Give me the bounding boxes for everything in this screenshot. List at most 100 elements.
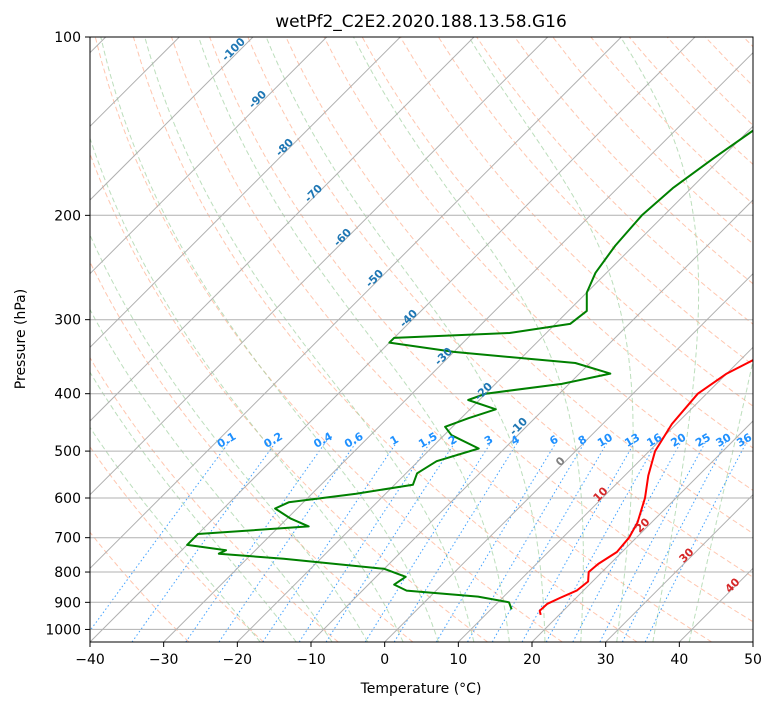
isotherm-label: -90 — [246, 88, 269, 111]
mixing-ratio-label: 20 — [669, 431, 689, 450]
moist-adiabat-line — [144, 37, 475, 642]
dry-adiabat-line — [704, 37, 753, 87]
isotherm-label: -100 — [219, 35, 248, 64]
mixing-ratio-label: 25 — [693, 431, 713, 450]
mixing-ratio-line — [218, 440, 358, 642]
y-tick-label: 900 — [54, 595, 81, 611]
y-tick-label: 700 — [54, 531, 81, 547]
dry-adiabat-line — [94, 37, 563, 642]
x-tick-label: −30 — [149, 652, 179, 668]
moist-adiabat-line — [90, 233, 369, 642]
mixing-ratio-label: 6 — [547, 433, 560, 448]
isotherm-line — [457, 346, 753, 642]
mixing-ratio-label: 0.4 — [311, 430, 335, 451]
isotherm-label: 20 — [633, 515, 653, 535]
y-axis-label: Pressure (hPa) — [13, 289, 29, 389]
mixing-ratio-label: 0.1 — [215, 430, 238, 451]
dry-adiabat-line — [90, 260, 414, 642]
mixing-ratio-label: 3 — [482, 433, 495, 448]
moist-adiabat-line — [468, 37, 634, 642]
mixing-ratio-line — [572, 440, 683, 642]
y-tick-label: 500 — [54, 444, 81, 460]
dry-adiabat-line — [361, 37, 753, 449]
mixing-ratio-line — [545, 440, 659, 642]
mixing-ratio-line — [521, 440, 637, 642]
isotherm-label: -30 — [432, 345, 455, 368]
reference-line-labels: 0.1 0.2 0.4 0.6 1 1.5 2 3 4 6 8 10 13 16 20 25 30 36-100-… — [215, 35, 754, 596]
dry-adiabat-line — [132, 37, 638, 642]
mixing-ratio-line — [90, 440, 231, 632]
dry-adiabat-line — [552, 37, 753, 245]
mixing-ratio-line — [185, 440, 328, 642]
dry-adiabat-line — [476, 37, 753, 325]
moist-adiabat-line — [90, 426, 261, 642]
moist-adiabat-line — [620, 37, 700, 642]
dry-adiabat-line — [247, 37, 753, 578]
moist-adiabat-line — [90, 136, 404, 642]
isotherm-label: -50 — [363, 267, 386, 290]
chart-title: wetPf2_C2E2.2020.188.13.58.G16 — [275, 12, 567, 32]
mixing-ratio-line — [491, 440, 609, 642]
isotherm-line — [236, 125, 753, 642]
y-tick-label: 300 — [54, 313, 81, 329]
isotherm-label: 30 — [677, 545, 697, 565]
x-tick-label: −40 — [75, 652, 105, 668]
isotherm-label: -80 — [273, 136, 296, 159]
isotherm-label: -70 — [302, 182, 325, 205]
isotherm-line — [90, 37, 475, 422]
x-tick-label: 30 — [597, 652, 615, 668]
y-tick-label: 200 — [54, 208, 81, 224]
x-tick-label: −10 — [296, 652, 326, 668]
dry-adiabat-line — [209, 37, 753, 623]
mixing-ratio-label: 36 — [734, 431, 754, 450]
y-tick-label: 800 — [54, 565, 81, 581]
dry-adiabat-line — [171, 37, 712, 642]
x-axis-ticks: −40 −30 −20 −10 0 10 20 30 40 50 — [75, 642, 762, 668]
mixing-ratio-line — [364, 440, 493, 642]
x-tick-label: 40 — [670, 652, 688, 668]
mixing-ratio-line — [644, 440, 748, 642]
dry-adiabat-line — [90, 152, 488, 642]
isotherm-label: 40 — [723, 575, 743, 595]
x-axis-label: Temperature (°C) — [360, 681, 482, 697]
mixing-ratio-label: 0.2 — [262, 430, 285, 451]
x-tick-label: 20 — [523, 652, 541, 668]
x-tick-label: −20 — [223, 652, 253, 668]
isotherm-label: -60 — [331, 226, 354, 249]
dry-adiabat-line — [743, 37, 753, 48]
mixing-ratio-label: 16 — [644, 431, 664, 450]
dry-adiabat-line — [437, 37, 753, 366]
plot-frame — [89, 36, 754, 643]
isotherm-line — [163, 51, 753, 642]
mixing-ratio-line — [435, 440, 558, 642]
pressure-gridlines — [90, 37, 753, 630]
x-tick-label: 10 — [449, 652, 467, 668]
isotherm-line — [752, 641, 753, 642]
isotherm-label: -40 — [397, 307, 420, 330]
isotherm-line — [678, 567, 753, 642]
mixing-ratio-label: 10 — [595, 431, 615, 450]
mixing-ratio-label: 30 — [714, 431, 734, 450]
moist-adiabat-line — [353, 37, 584, 642]
mixing-ratio-label: 0.6 — [342, 430, 366, 451]
plot-area: 0.1 0.2 0.4 0.6 1 1.5 2 3 4 6 8 10 13 16 20 25 30 36-100-… — [90, 35, 754, 642]
mixing-ratio-line — [262, 440, 399, 642]
x-tick-label: 50 — [744, 652, 762, 668]
mixing-ratio-line — [131, 440, 278, 642]
isotherm-line — [90, 37, 254, 201]
isotherm-line — [310, 199, 753, 642]
isotherms — [90, 37, 753, 642]
y-axis-ticks: 100 200 300 400 500 600 700 800 900 1000 — [45, 30, 90, 638]
moist-adiabat-line — [265, 37, 546, 642]
temperature-profile-line — [538, 359, 753, 616]
moist-adiabat-line — [90, 308, 333, 642]
y-tick-label: 600 — [54, 491, 81, 507]
dewpoint-profile-line — [186, 129, 753, 610]
dry-adiabat-line — [285, 37, 753, 535]
isotherm-line — [605, 493, 753, 642]
dry-adiabat-line — [514, 37, 753, 285]
isotherm-line — [531, 420, 753, 642]
mixing-ratio-line — [325, 440, 457, 642]
isotherm-line — [384, 272, 753, 642]
y-tick-label: 100 — [54, 30, 81, 46]
